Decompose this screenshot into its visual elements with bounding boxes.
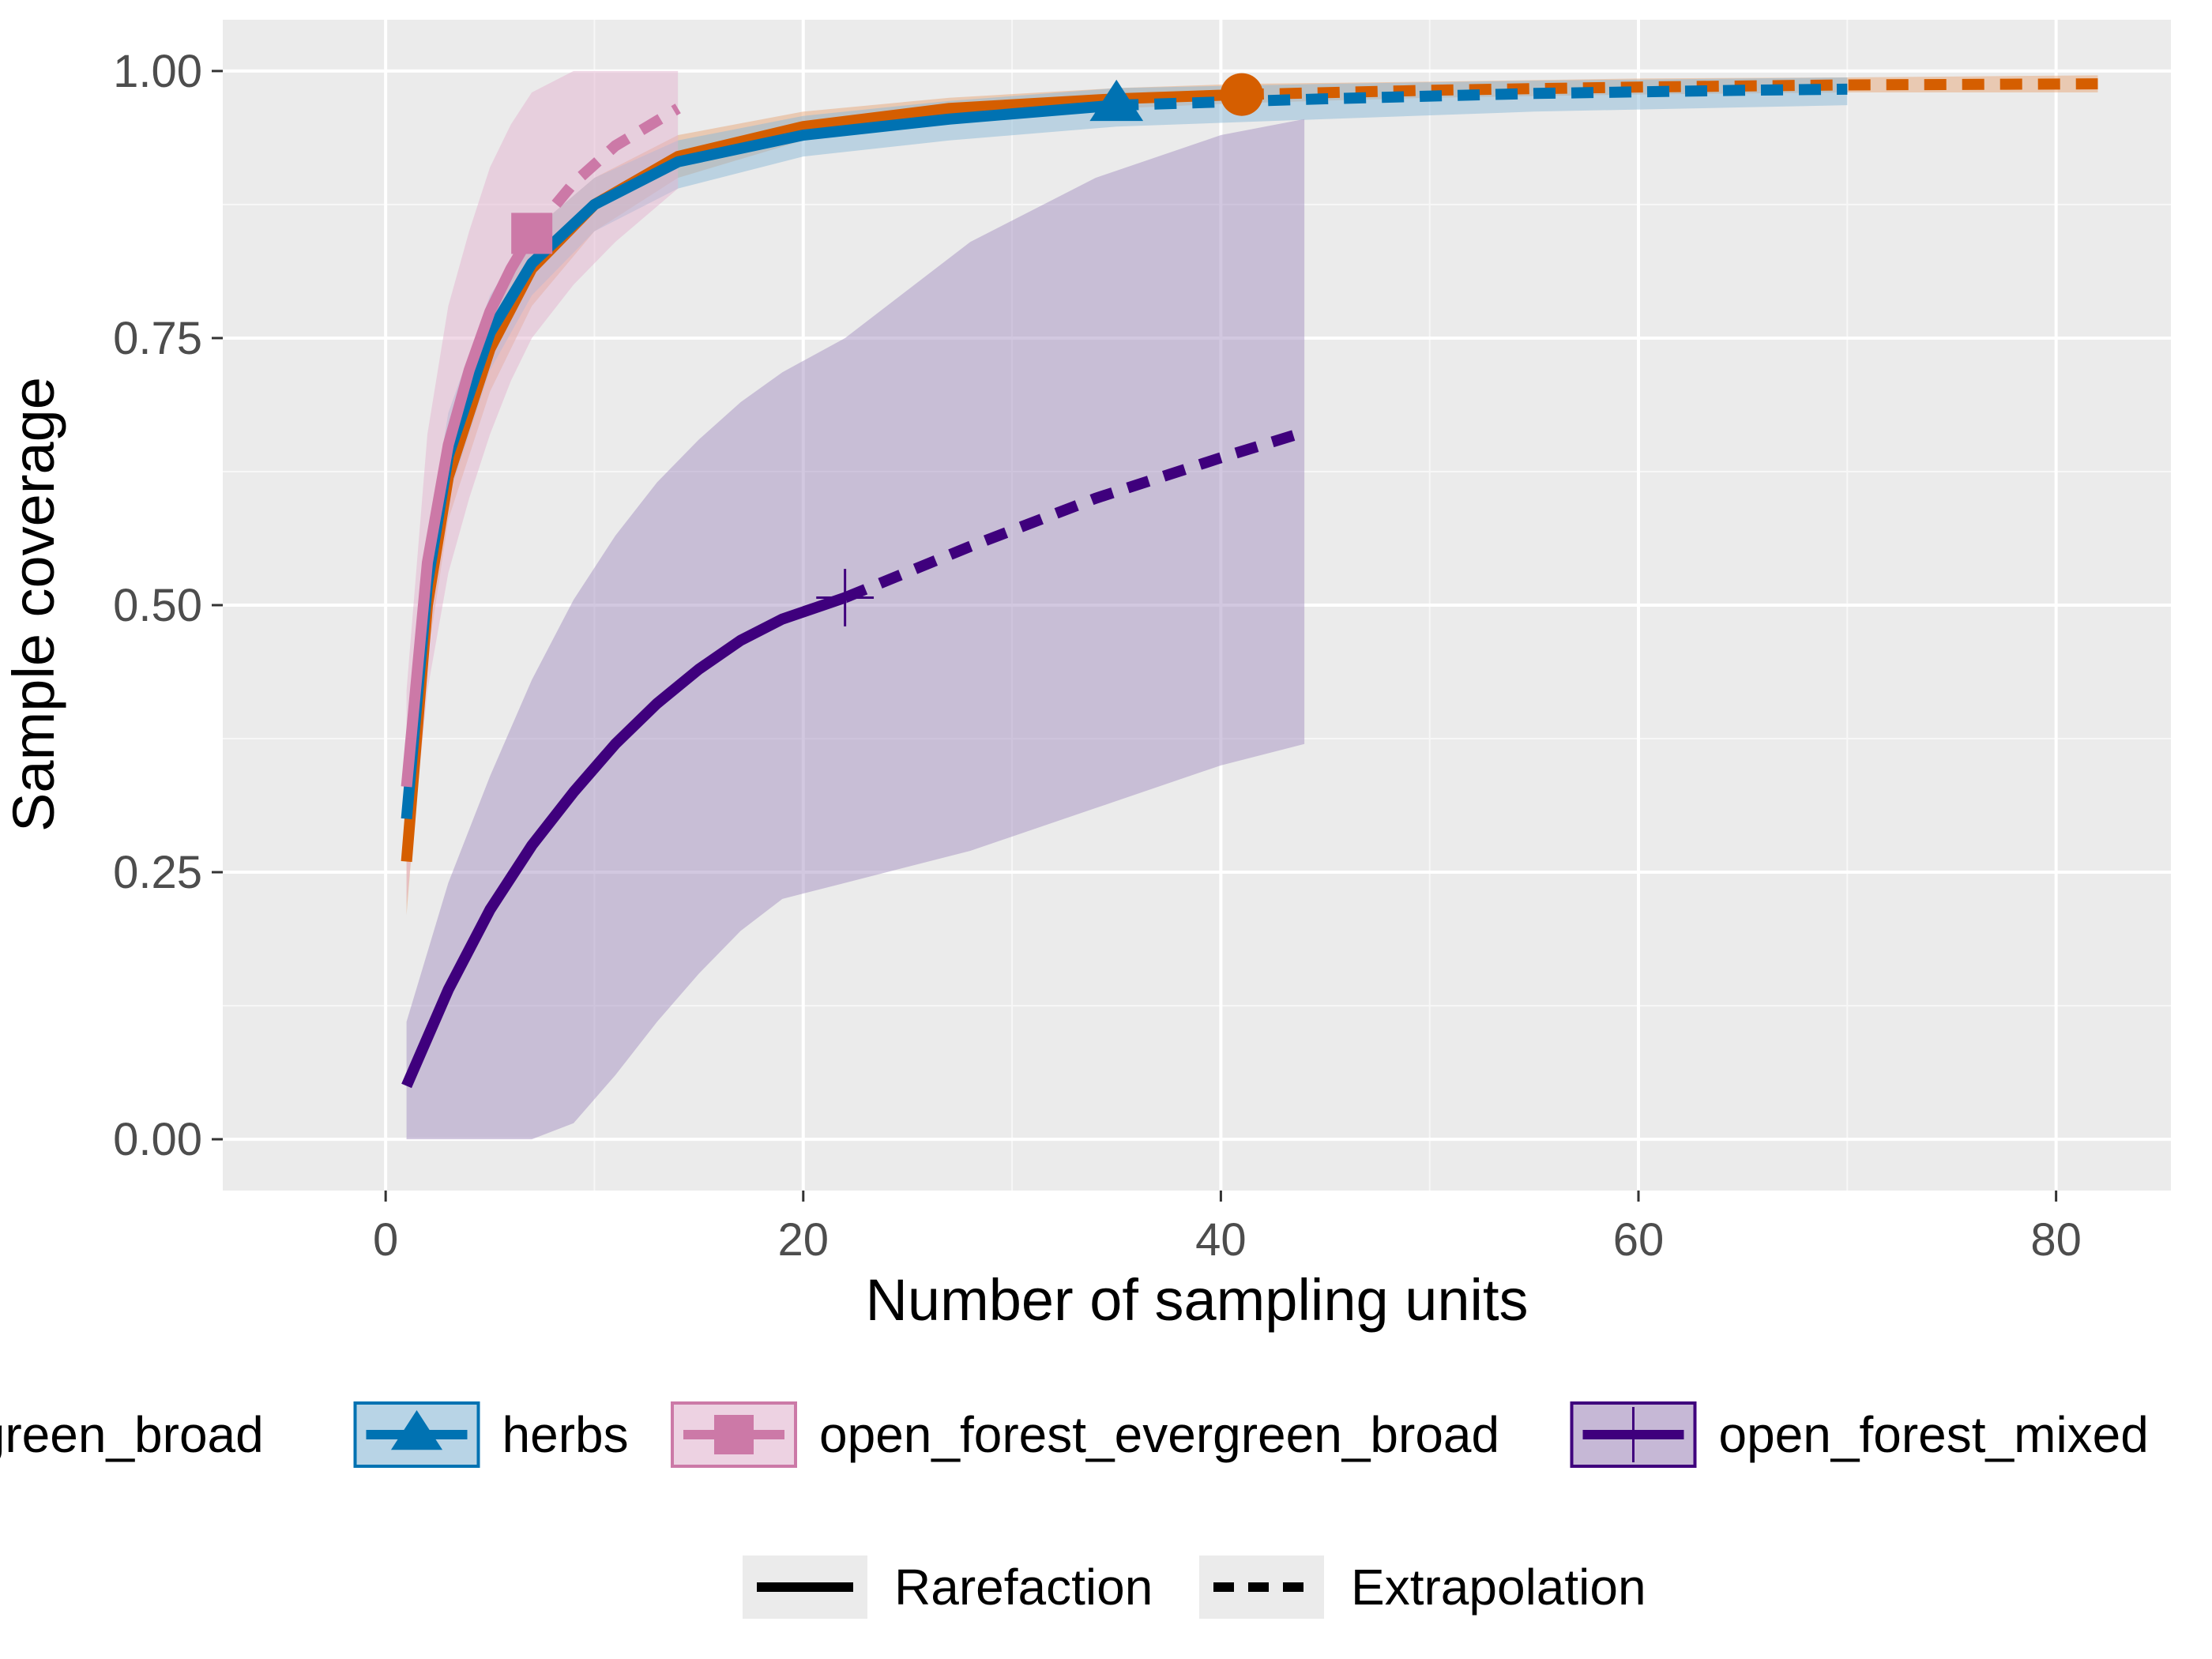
legend-linetype-item: Extrapolation	[1199, 1556, 1646, 1619]
y-tick-label: 0.50	[113, 580, 202, 631]
y-tick-label: 0.75	[113, 313, 202, 364]
observed-point	[1089, 79, 1144, 122]
extrapolation-line	[1116, 83, 1848, 111]
rarefaction-line	[401, 230, 537, 788]
x-tick-label: 20	[778, 1214, 830, 1266]
observed-markers	[511, 73, 1263, 626]
extrapolation-line	[527, 103, 681, 237]
legend-linetype-item: Rarefaction	[743, 1556, 1153, 1619]
legend-item: herbs	[353, 1401, 629, 1468]
legend-label: open_forest_mixed	[1719, 1406, 2149, 1463]
legend-label: open_forest_evergreen_broad	[819, 1406, 1499, 1463]
legend-label: herbs	[502, 1406, 629, 1463]
x-tick-label: 80	[2030, 1214, 2082, 1266]
observed-point	[511, 213, 553, 254]
y-axis: 0.00 0.25 0.50 0.75 1.00	[113, 46, 223, 1165]
y-tick-label: 1.00	[113, 46, 202, 97]
legend-group-series: closed_forest_evergreen_broad herbs open_f…	[0, 1401, 2149, 1468]
extrapolation-line	[842, 427, 1307, 604]
legend-key-marker	[1605, 1407, 1661, 1462]
legend-key-marker	[714, 1415, 754, 1454]
rarefaction-line	[401, 592, 847, 1089]
legend-label: closed_forest_evergreen_broad	[0, 1406, 264, 1463]
legend-item: open_forest_mixed	[1570, 1401, 2149, 1468]
legend-item: open_forest_evergreen_broad	[671, 1401, 1499, 1468]
x-axis-title: Number of sampling units	[865, 1267, 1528, 1333]
legend-group-linetype: Rarefaction Extrapolation	[743, 1556, 1646, 1619]
ci-band	[406, 70, 679, 905]
x-tick-label: 60	[1613, 1214, 1665, 1266]
x-tick-label: 0	[373, 1214, 398, 1266]
confidence-bands	[406, 70, 2098, 1140]
series-lines	[401, 78, 2098, 1089]
x-axis: 0 20 40 60 80	[373, 1191, 2082, 1266]
legend-label: Rarefaction	[894, 1559, 1153, 1616]
legend-label: Extrapolation	[1351, 1559, 1646, 1616]
legend-key-marker	[390, 1410, 443, 1450]
y-axis-title: Sample coverage	[1, 377, 66, 832]
legend-item: closed_forest_evergreen_broad	[0, 1406, 264, 1463]
y-tick-label: 0.00	[113, 1114, 202, 1165]
observed-point	[816, 569, 875, 626]
y-tick-label: 0.25	[113, 847, 202, 898]
x-tick-label: 40	[1195, 1214, 1247, 1266]
extrapolation-line	[1241, 78, 2098, 100]
ci-band	[406, 118, 1305, 1140]
observed-point	[1220, 73, 1263, 116]
